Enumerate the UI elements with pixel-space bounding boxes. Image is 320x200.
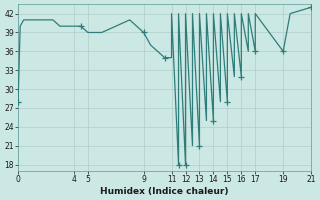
X-axis label: Humidex (Indice chaleur): Humidex (Indice chaleur): [100, 187, 229, 196]
